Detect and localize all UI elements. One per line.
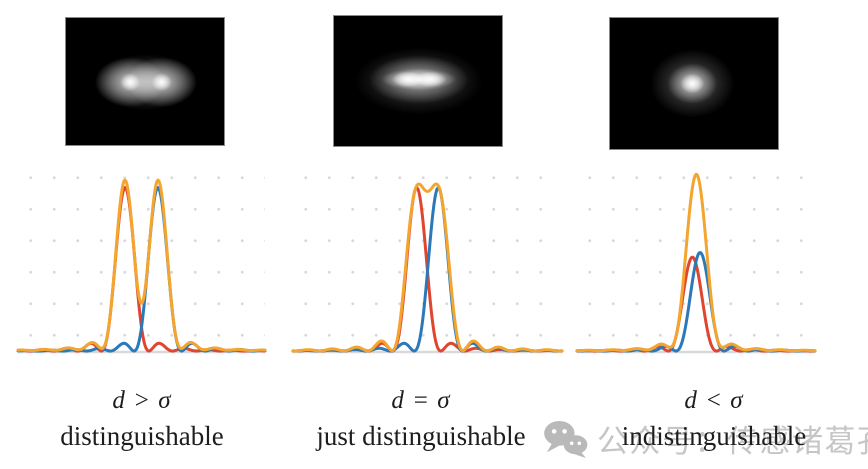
curve-point-source-2-psf xyxy=(16,186,267,353)
intensity-profile-plot-1 xyxy=(16,160,267,356)
caption-distinguishable: distinguishable xyxy=(60,421,224,451)
math-label-d-greater-sigma: d > σ xyxy=(112,387,172,414)
curve-point-source-1-psf xyxy=(575,255,817,353)
curve-combined-intensity-sum- xyxy=(575,172,817,353)
caption-just-distinguishable: just distinguishable xyxy=(316,421,526,451)
psf-image-panel-separated xyxy=(65,17,225,146)
curve-point-source-2-psf xyxy=(575,251,817,353)
math-label-d-equals-sigma: d = σ xyxy=(391,387,451,414)
line-chart-just-resolved xyxy=(291,182,564,354)
line-chart-separated xyxy=(16,178,267,354)
psf-image-panel-merging xyxy=(333,15,503,147)
intensity-profile-plot-3 xyxy=(575,160,817,356)
psf-image-panel-single xyxy=(609,17,779,150)
caption-indistinguishable: indistinguishable xyxy=(621,421,807,451)
curve-point-source-2-psf xyxy=(291,186,564,353)
curve-combined-intensity-sum- xyxy=(16,178,267,352)
line-chart-unresolved xyxy=(575,172,817,354)
intensity-profile-plot-2 xyxy=(291,160,564,356)
curve-combined-intensity-sum- xyxy=(291,182,564,353)
math-label-d-less-sigma: d < σ xyxy=(684,387,744,414)
